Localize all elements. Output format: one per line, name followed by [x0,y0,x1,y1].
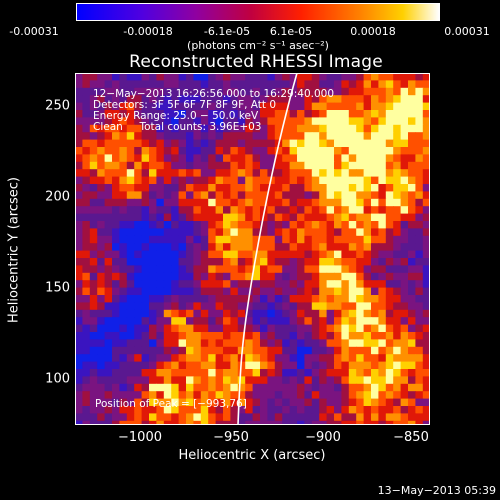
colorbar-tick-4: 6.1e-05 [269,25,313,38]
x-tick-1: −1000 [118,430,162,445]
x-tick-4: −850 [393,430,429,445]
colorbar-tick-2: -0.00018 [123,25,173,38]
solar-limb-line [237,73,298,425]
y-tick-1: 250 [45,98,70,114]
rhessi-image [75,73,430,425]
y-axis-label: Heliocentric Y (arcsec) [6,177,22,323]
colorbar-tick-5: 0.00018 [350,25,396,38]
info-clean-counts: Clean Total counts: 3.96E+03 [93,121,262,133]
colorbar [76,3,440,21]
info-detectors: Detectors: 3F 5F 6F 7F 8F 9F, Att 0 [93,99,277,111]
y-tick-3: 150 [45,280,70,296]
colorbar-gradient [77,4,439,20]
peak-position: Position of Peak = [−993,76] [95,398,247,410]
info-time-range: 12−May−2013 16:26:56.000 to 16:29:40.000 [93,88,335,100]
x-tick-2: −950 [213,430,249,445]
image-title: Reconstructed RHESSI Image [129,52,383,72]
colorbar-tick-1: -0.00031 [9,25,59,38]
colorbar-units: (photons cm⁻² s⁻¹ asec⁻²) [187,39,329,52]
rhessi-image-pixels [75,73,430,425]
info-energy-range: Energy Range: 25.0 − 50.0 keV [93,110,259,122]
x-tick-3: −900 [305,430,341,445]
colorbar-tick-6: 0.00031 [444,25,490,38]
render-timestamp: 13−May−2013 05:39 [377,484,496,497]
x-axis-label: Heliocentric X (arcsec) [178,448,326,463]
colorbar-tick-3: -6.1e-05 [203,25,251,38]
y-tick-2: 200 [45,189,70,205]
y-tick-4: 100 [45,371,70,387]
